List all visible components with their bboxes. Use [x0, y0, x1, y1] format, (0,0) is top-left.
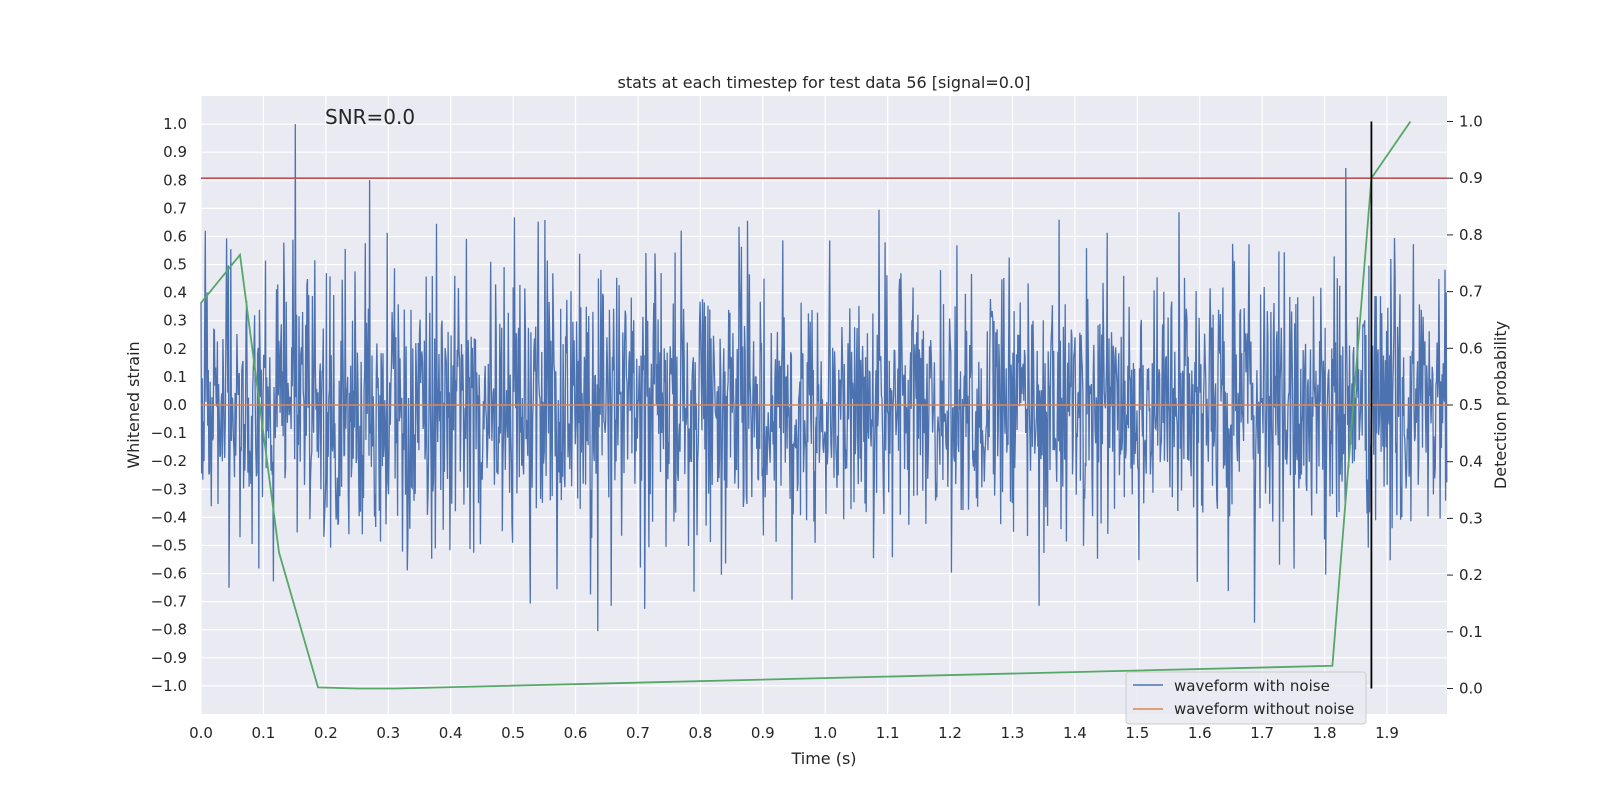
series-detection-probability: [200, 120, 1412, 690]
y-tick-label: −1.0: [151, 677, 187, 695]
x-tick-label: 0.3: [376, 724, 400, 742]
y-tick-label: −0.6: [151, 565, 187, 583]
y-right-tick-label: 0.1: [1459, 623, 1483, 641]
series-layer: [200, 120, 1448, 690]
y-right-tick-label: 0.5: [1459, 396, 1483, 414]
y-tick-label: 0.1: [163, 368, 187, 386]
x-tick-label: 0.1: [251, 724, 275, 742]
x-tick-label: 1.3: [1001, 724, 1025, 742]
chart-title: stats at each timestep for test data 56 …: [618, 73, 1031, 92]
y-tick-label: −0.9: [151, 649, 187, 667]
legend-label-with-noise: waveform with noise: [1174, 677, 1330, 695]
y-tick-label: 0.7: [163, 199, 187, 217]
legend: waveform with noise waveform without noi…: [1125, 671, 1367, 725]
y-right-tick-label: 0.3: [1459, 509, 1483, 527]
y-right-tick-label: 1.0: [1459, 113, 1483, 131]
y-tick-label: 0.8: [163, 171, 187, 189]
snr-annotation: SNR=0.0: [325, 105, 415, 129]
x-tick-label: 0.5: [501, 724, 525, 742]
y-tick-label: 0.5: [163, 256, 187, 274]
legend-box: [1125, 671, 1367, 725]
y-tick-label: −0.8: [151, 621, 187, 639]
y-axis-label: Whitened strain: [124, 341, 143, 468]
x-tick-label: 0.2: [314, 724, 338, 742]
y-tick-label: −0.3: [151, 480, 187, 498]
y-tick-label: −0.1: [151, 424, 187, 442]
y-right-tick-label: 0.9: [1459, 169, 1483, 187]
y-axis-ticks: 1.0 0.9 0.8 0.7 0.6 0.5 0.4 0.3 0.2 0.1 0.0 −0.1 −0.…: [151, 115, 187, 695]
x-tick-label: 0.8: [688, 724, 712, 742]
y-tick-label: −0.4: [151, 508, 187, 526]
y-tick-label: 1.0: [163, 115, 187, 133]
x-tick-label: 1.9: [1375, 724, 1399, 742]
x-tick-label: 1.7: [1250, 724, 1274, 742]
x-tick-label: 0.4: [439, 724, 463, 742]
x-tick-label: 1.5: [1125, 724, 1149, 742]
series-waveform-with-noise: [200, 124, 1448, 632]
x-tick-label: 1.8: [1313, 724, 1337, 742]
y-tick-label: −0.7: [151, 593, 187, 611]
x-tick-label: 0.9: [751, 724, 775, 742]
y-tick-label: 0.6: [163, 227, 187, 245]
x-axis-label: Time (s): [790, 749, 856, 768]
y-right-axis-ticks: 1.0 0.9 0.8 0.7 0.6 0.5 0.4 0.3 0.2 0.1 0.0: [1447, 113, 1483, 697]
y-right-tick-label: 0.2: [1459, 566, 1483, 584]
x-tick-label: 1.6: [1188, 724, 1212, 742]
y-tick-label: 0.0: [163, 396, 187, 414]
legend-label-without-noise: waveform without noise: [1174, 700, 1354, 718]
y-right-tick-label: 0.4: [1459, 453, 1483, 471]
y-tick-label: 0.9: [163, 143, 187, 161]
x-tick-label: 0.0: [189, 724, 213, 742]
y-right-tick-label: 0.0: [1459, 679, 1483, 697]
y-tick-label: −0.5: [151, 536, 187, 554]
x-tick-label: 0.6: [564, 724, 588, 742]
x-axis-ticks: 0.0 0.1 0.2 0.3 0.4 0.5 0.6 0.7 0.8 0.9 1.0 1.1 1.2 1…: [189, 724, 1399, 742]
y-tick-label: −0.2: [151, 452, 187, 470]
x-tick-label: 1.4: [1063, 724, 1087, 742]
y-right-tick-label: 0.7: [1459, 283, 1483, 301]
x-tick-label: 1.0: [813, 724, 837, 742]
y-right-tick-label: 0.6: [1459, 339, 1483, 357]
y-tick-label: 0.3: [163, 312, 187, 330]
x-tick-label: 1.1: [876, 724, 900, 742]
y-right-tick-label: 0.8: [1459, 226, 1483, 244]
x-tick-label: 0.7: [626, 724, 650, 742]
y-tick-label: 0.4: [163, 284, 187, 302]
x-tick-label: 1.2: [938, 724, 962, 742]
y-tick-label: 0.2: [163, 340, 187, 358]
y-right-axis-label: Detection probability: [1491, 321, 1510, 489]
